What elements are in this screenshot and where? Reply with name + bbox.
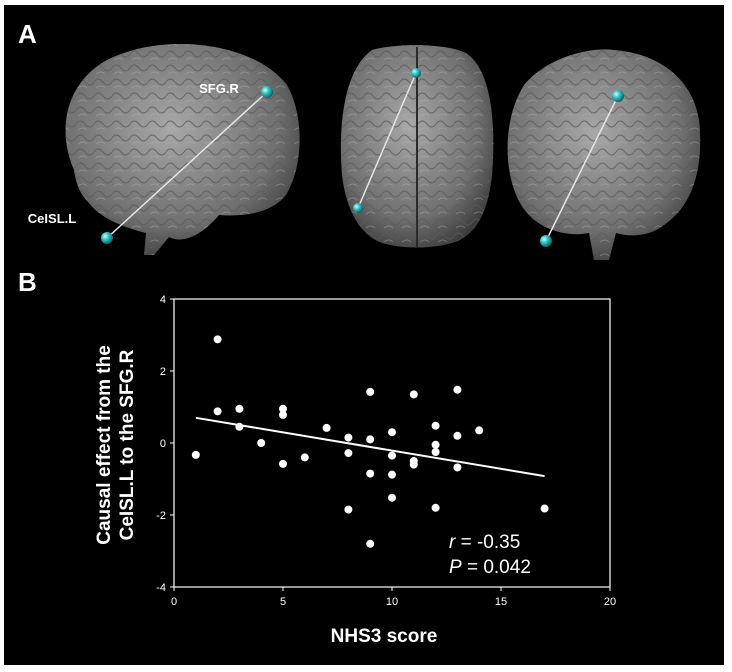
data-point [344,433,353,442]
y-tick-label: 4 [160,294,166,306]
x-tick-label: 10 [386,596,398,608]
celsl-node-label: CeISL.L [28,211,76,226]
coronal-gyri-texture [507,49,701,260]
r-symbol: r [449,532,456,553]
data-point [213,335,222,344]
y-tick-label: 2 [160,366,166,378]
y-tick-label: -2 [156,510,166,522]
coronal-connection-line [545,95,619,242]
data-point [366,387,375,396]
data-point [431,421,440,430]
brain-panel: SFG.R CeISL.L [28,43,701,260]
data-point [235,422,244,431]
y-tick-label: 0 [160,438,166,450]
y-axis-label: Causal effect from the CeISL.L to the SF… [94,345,138,545]
plot-axes [173,298,611,588]
sagittal-gyri-texture [65,43,300,255]
celsl-node-axial [353,203,363,213]
data-point [388,493,396,502]
data-point [322,423,331,432]
p-value: = 0.042 [462,557,531,578]
data-point [257,439,266,447]
p-statistic: P = 0.042 [449,557,531,578]
data-point [540,504,549,513]
data-point [279,459,287,468]
data-point [366,539,375,548]
data-point [300,453,309,462]
sfg-node-label: SFG.R [199,81,239,96]
data-point [453,385,462,394]
data-points [191,335,549,548]
data-point [409,390,418,399]
x-axis-label: NHS3 score [331,626,438,647]
axial-connection-line [357,72,417,209]
data-point [191,450,200,459]
x-tick-label: 20 [604,596,616,608]
data-point [344,449,353,458]
panel-label-b: B [18,267,37,297]
data-point [475,426,484,435]
data-point [431,448,440,456]
data-point [344,505,353,514]
data-point [366,435,375,444]
axial-brain-view [340,45,494,248]
celsl-node-coronal [540,235,552,247]
y-tick-label: -4 [156,582,166,594]
r-value: = -0.35 [455,532,520,553]
data-point [366,469,375,478]
celsl-node-sagittal [101,232,113,244]
data-point [431,503,440,512]
data-point [409,460,418,469]
sfg-node-sagittal [261,86,273,98]
sfg-node-coronal [612,90,624,102]
data-point [279,410,287,419]
data-point [213,407,222,416]
y-axis-label-line-2: CeISL.L to the SFG.R [117,349,138,540]
data-point [453,463,462,472]
panel-label-a: A [18,19,37,49]
regression-line [195,416,545,478]
sagittal-brain-view: SFG.R CeISL.L [28,43,300,255]
p-symbol: P [449,557,462,578]
y-axis-label-line-1: Causal effect from the [94,345,115,545]
figure-frame: A B SFG.R [4,5,724,665]
data-point [388,451,396,460]
x-tick-label: 5 [280,596,286,608]
sfg-node-axial [411,68,421,78]
data-point [431,440,440,449]
scatter-chart: 0 5 10 15 20 -4 -2 0 2 4 NHS3 score Causal effect… [94,294,616,647]
data-point [235,404,244,413]
data-point [388,470,396,479]
sagittal-connection-line [106,91,268,239]
data-point [453,431,462,440]
x-tick-label: 15 [495,596,507,608]
plot-frame [173,298,611,588]
r-statistic: r = -0.35 [449,532,520,553]
plot-ticks: 0 5 10 15 20 -4 -2 0 2 4 [156,294,616,608]
x-tick-label: 0 [171,596,177,608]
coronal-brain-view [507,49,701,260]
data-point [279,404,287,413]
data-point [388,428,396,437]
